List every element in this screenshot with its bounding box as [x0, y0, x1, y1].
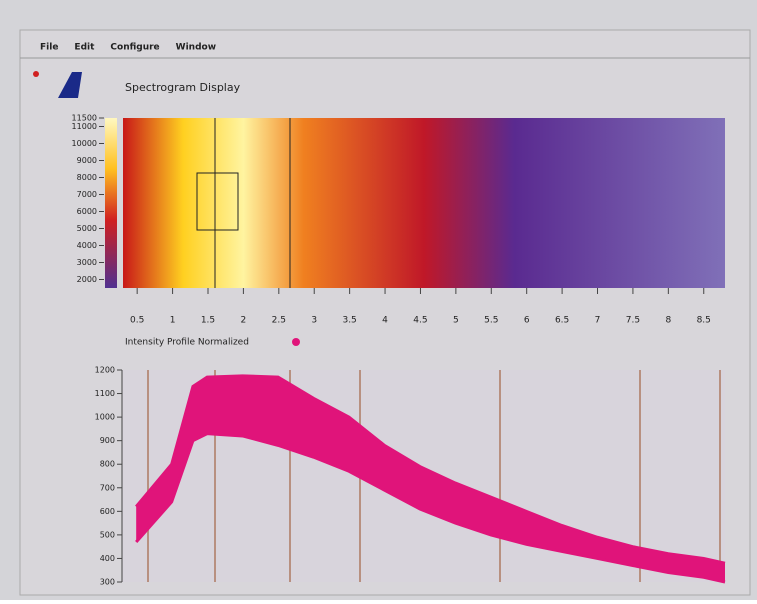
- x-tick-label: 8: [665, 316, 671, 326]
- y-tick-label: 11500: [72, 114, 97, 123]
- y-tick-label: 10000: [72, 139, 97, 148]
- x-tick-label: 3: [311, 316, 317, 326]
- menu-item[interactable]: Edit: [74, 43, 95, 53]
- y-tick-label: 3000: [77, 258, 97, 267]
- y-tick-label: 400: [100, 554, 115, 563]
- window-title: Spectrogram Display: [125, 81, 241, 94]
- app-logo: [58, 72, 82, 98]
- menu-bar: File Edit Configure Window: [40, 43, 216, 53]
- color-bar: [105, 118, 117, 288]
- x-tick-label: 1: [170, 316, 176, 326]
- y-tick-label: 6000: [77, 207, 97, 216]
- y-tick-label: 1100: [95, 389, 115, 398]
- heatmap-image: [123, 118, 725, 288]
- y-tick-label: 800: [100, 460, 115, 469]
- selection-box: [196, 172, 239, 231]
- legend-marker: [292, 338, 300, 346]
- x-tick-label: 8.5: [697, 316, 711, 326]
- y-tick-label: 900: [100, 436, 115, 445]
- legend-label: Intensity Profile Normalized: [125, 338, 249, 348]
- menu-item[interactable]: Window: [176, 43, 216, 53]
- y-tick-label: 500: [100, 530, 115, 539]
- y-tick-label: 7000: [77, 190, 97, 199]
- y-tick-label: 1200: [95, 366, 115, 375]
- series-line: [135, 374, 726, 565]
- y-tick-label: 9000: [77, 156, 97, 165]
- y-tick-label: 2000: [77, 275, 97, 284]
- menu-item[interactable]: File: [40, 43, 58, 53]
- y-tick-label: 4000: [77, 241, 97, 250]
- status-dot: [33, 71, 39, 77]
- x-tick-label: 5.5: [484, 316, 498, 326]
- x-tick-label: 7.5: [626, 316, 640, 326]
- x-tick-label: 2: [241, 316, 247, 326]
- y-tick-label: 1000: [95, 413, 115, 422]
- menu-item[interactable]: Configure: [110, 43, 159, 53]
- x-tick-label: 0.5: [130, 316, 144, 326]
- y-tick-label: 5000: [77, 224, 97, 233]
- x-tick-label: 2.5: [272, 316, 286, 326]
- x-tick-label: 6.5: [555, 316, 569, 326]
- y-tick-label: 600: [100, 507, 115, 516]
- band-fill: [136, 375, 725, 582]
- y-tick-label: 300: [100, 578, 115, 587]
- series-line: [135, 432, 726, 584]
- y-tick-label: 700: [100, 483, 115, 492]
- x-tick-label: 3.5: [342, 316, 356, 326]
- x-tick-label: 5: [453, 316, 459, 326]
- x-tick-label: 1.5: [201, 316, 215, 326]
- x-tick-label: 6: [524, 316, 530, 326]
- y-tick-label: 11000: [72, 122, 97, 131]
- x-tick-label: 4.5: [413, 316, 427, 326]
- y-tick-label: 8000: [77, 173, 97, 182]
- x-tick-label: 7: [595, 316, 601, 326]
- x-tick-label: 4: [382, 316, 388, 326]
